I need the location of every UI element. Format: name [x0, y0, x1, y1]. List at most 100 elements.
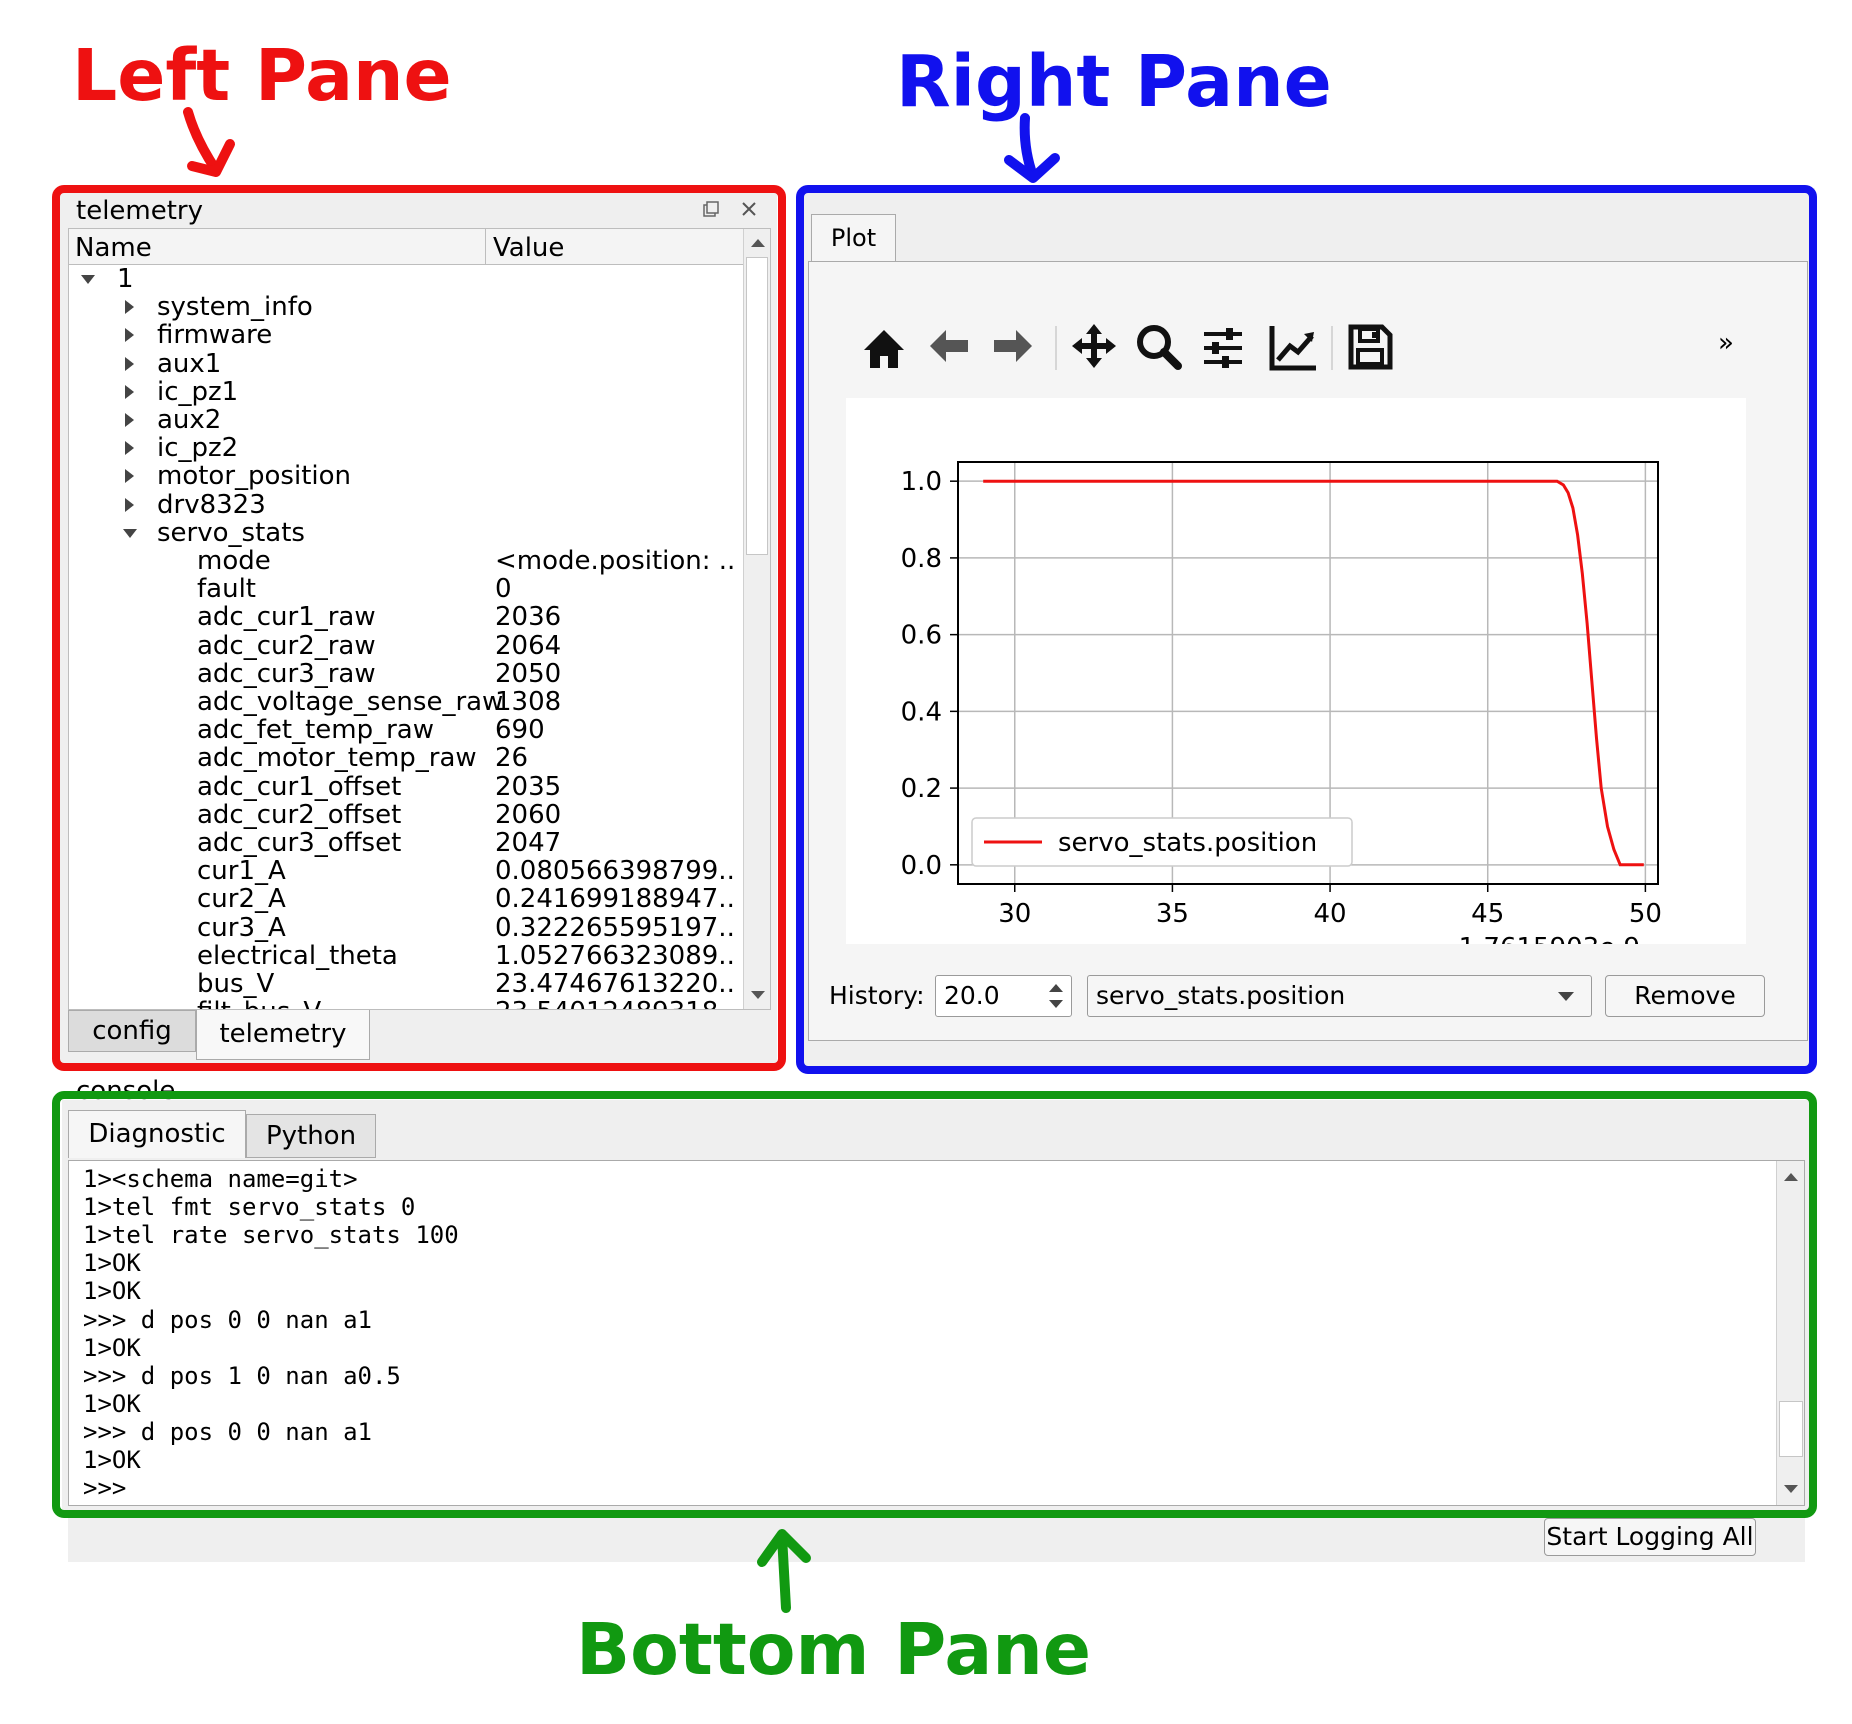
tree-group-row-expanded[interactable]: servo_stats	[69, 519, 743, 547]
chart[interactable]: 30 35 40 45 50 0.0 0.2 0.4 0.6 0.8 1.0 1.7615903e 9…	[846, 398, 1746, 944]
legend-box	[971, 817, 1353, 867]
scroll-down-icon[interactable]	[751, 991, 765, 999]
zoom-icon[interactable]	[1137, 325, 1182, 370]
tree-row[interactable]: cur3_A 0.322265595197...	[69, 914, 743, 942]
tree-row-value: 0.080566398799...	[495, 857, 735, 886]
tree-row[interactable]: adc_cur2_raw 2064	[69, 632, 743, 660]
tab-python[interactable]: Python	[246, 1114, 376, 1158]
tab-telemetry[interactable]: telemetry	[196, 1010, 370, 1060]
tree-row[interactable]: adc_cur2_offset 2060	[69, 801, 743, 829]
tree-row-name: filt_bus_V	[197, 998, 321, 1009]
tree-row[interactable]: adc_motor_temp_raw 26	[69, 744, 743, 772]
tree-row-name: mode	[197, 546, 271, 576]
column-divider	[485, 229, 486, 264]
tree-row[interactable]: adc_cur1_offset 2035	[69, 773, 743, 801]
edit-axis-icon[interactable]	[1269, 326, 1316, 371]
tree-row[interactable]: adc_cur3_offset 2047	[69, 829, 743, 857]
tree-row-value: 0.241699188947...	[495, 885, 735, 914]
pan-icon[interactable]	[1072, 324, 1116, 368]
tree-row-name: adc_cur3_raw	[197, 658, 376, 689]
remove-button[interactable]: Remove	[1605, 975, 1765, 1017]
history-label: History:	[829, 981, 925, 1010]
tree-group-row[interactable]: motor_position	[69, 462, 743, 490]
tree-row-name: cur3_A	[197, 912, 286, 943]
configure-subplots-icon[interactable]	[1204, 328, 1242, 368]
tree-row-name: adc_cur2_offset	[197, 799, 402, 830]
home-icon[interactable]	[864, 330, 904, 368]
back-arrow-icon[interactable]	[930, 330, 968, 362]
console-scroll-up-icon[interactable]	[1784, 1173, 1798, 1181]
expand-icon[interactable]	[125, 497, 134, 512]
tree-row[interactable]: fault 0	[69, 575, 743, 603]
console-line: >>> d pos 1 0 nan a0.5	[83, 1361, 401, 1390]
console-scrollbar[interactable]	[1776, 1161, 1804, 1505]
console-scroll-down-icon[interactable]	[1784, 1485, 1798, 1493]
tree-row[interactable]: adc_cur3_raw 2050	[69, 660, 743, 688]
expand-icon[interactable]	[125, 300, 134, 315]
start-logging-all-button[interactable]: Start Logging All	[1544, 1518, 1756, 1556]
plot-toolbar: »	[860, 320, 1740, 376]
forward-arrow-icon[interactable]	[994, 330, 1032, 362]
tree-group-row[interactable]: ic_pz1	[69, 378, 743, 406]
column-header-value[interactable]: Value	[493, 233, 565, 263]
series-line-0[interactable]	[983, 479, 1644, 867]
tab-plot[interactable]: Plot	[811, 214, 896, 262]
scroll-up-icon[interactable]	[751, 239, 765, 247]
tree-row-value: 2047	[495, 829, 562, 857]
tree-row[interactable]: adc_cur1_raw 2036	[69, 603, 743, 631]
console-output[interactable]: 1><schema name=git> 1>tel fmt servo_stats…	[68, 1160, 1805, 1506]
left-pane-arrow-icon	[183, 107, 235, 177]
tree-group-row[interactable]: system_info	[69, 293, 743, 321]
tree-scrollbar[interactable]	[743, 229, 770, 1009]
expand-icon[interactable]	[125, 328, 134, 343]
x-tick-label: 35	[1156, 899, 1189, 929]
spin-down-icon[interactable]	[1049, 1000, 1063, 1008]
tree-group-row[interactable]: drv8323	[69, 491, 743, 519]
tree-group-row[interactable]: ic_pz2	[69, 434, 743, 462]
console-scroll-thumb[interactable]	[1779, 1401, 1803, 1457]
tree-row[interactable]: adc_fet_temp_raw 690	[69, 716, 743, 744]
tree-group-row[interactable]: aux2	[69, 406, 743, 434]
tree-row[interactable]: adc_voltage_sense_raw 1308	[69, 688, 743, 716]
plot-canvas[interactable]: 30 35 40 45 50 0.0 0.2 0.4 0.6 0.8 1.0 1.7615903e 9…	[846, 398, 1746, 944]
tree-row-name: cur2_A	[197, 884, 286, 915]
series-select[interactable]: servo_stats.position	[1087, 975, 1592, 1017]
dock-close-icon[interactable]	[740, 200, 758, 218]
expand-icon[interactable]	[125, 441, 134, 456]
tree-row[interactable]: bus_V 23.47467613220...	[69, 970, 743, 998]
expand-icon[interactable]	[125, 384, 134, 399]
console-line: >>>	[83, 1474, 127, 1503]
tree-row[interactable]: electrical_theta 1.052766323089...	[69, 942, 743, 970]
chevron-down-icon[interactable]	[1558, 992, 1574, 1001]
tab-diagnostic[interactable]: Diagnostic	[68, 1110, 246, 1158]
tree-group-label: aux1	[157, 348, 222, 379]
expand-icon[interactable]	[125, 356, 134, 371]
tree-header: Name Value	[69, 229, 743, 265]
history-value[interactable]: 20.0	[944, 981, 1000, 1010]
series-select-value: servo_stats.position	[1096, 981, 1346, 1010]
column-header-name[interactable]: Name	[75, 233, 152, 263]
tree-row[interactable]: cur2_A 0.241699188947...	[69, 885, 743, 913]
console-line: 1>tel rate servo_stats 100	[83, 1221, 459, 1250]
collapse-icon[interactable]	[81, 275, 95, 284]
toolbar-overflow-icon[interactable]: »	[1718, 328, 1734, 358]
dock-float-icon[interactable]	[702, 200, 720, 218]
tree-row-name: fault	[197, 574, 256, 605]
spin-up-icon[interactable]	[1049, 984, 1063, 992]
tree-row[interactable]: cur1_A 0.080566398799...	[69, 857, 743, 885]
history-spinbox[interactable]: 20.0	[935, 975, 1072, 1017]
tree-group-row[interactable]: aux1	[69, 350, 743, 378]
tree-root-row[interactable]: 1	[69, 265, 743, 293]
tree-row[interactable]: mode <mode.position: ...	[69, 547, 743, 575]
tree-root-label: 1	[117, 264, 134, 294]
tree-row[interactable]: filt_bus_V 23.54012489318...	[69, 998, 743, 1009]
collapse-icon[interactable]	[123, 528, 137, 538]
expand-icon[interactable]	[125, 469, 134, 484]
save-icon[interactable]	[1348, 324, 1393, 370]
tab-config[interactable]: config	[68, 1010, 196, 1052]
console-line: 1>OK	[83, 1249, 141, 1278]
tree-row-name: adc_voltage_sense_raw	[197, 687, 504, 717]
tree-group-row[interactable]: firmware	[69, 321, 743, 349]
expand-icon[interactable]	[125, 413, 134, 427]
scroll-thumb[interactable]	[746, 257, 768, 555]
